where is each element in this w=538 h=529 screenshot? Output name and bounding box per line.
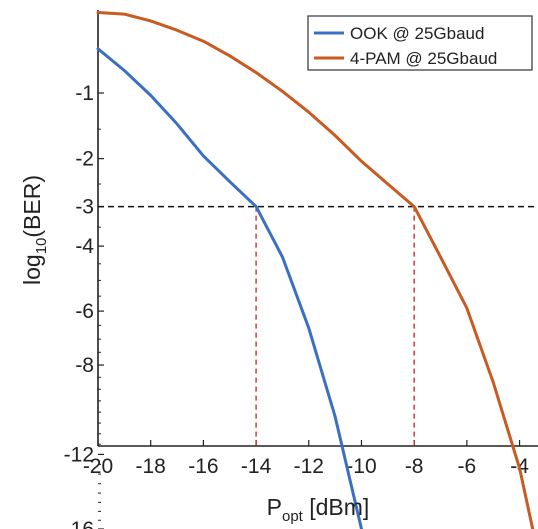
y-tick-label: -2 bbox=[75, 148, 94, 171]
y-tick-label: -16 bbox=[64, 518, 94, 529]
y-tick-label: -12 bbox=[64, 443, 94, 466]
y-axis-title-rest: (BER) bbox=[19, 175, 45, 238]
x-axis-title-main: P bbox=[267, 494, 282, 520]
y-tick-label: -4 bbox=[75, 235, 94, 258]
x-axis-title: Popt [dBm] bbox=[267, 494, 370, 525]
y-axis-title-sub: 10 bbox=[33, 238, 50, 255]
x-tick-label: -20 bbox=[83, 455, 113, 478]
x-tick-label: -14 bbox=[241, 455, 272, 478]
x-tick-label: -12 bbox=[294, 455, 324, 478]
y-tick-label: -3 bbox=[75, 196, 94, 219]
y-tick-label: -6 bbox=[75, 300, 94, 323]
x-tick-label: -8 bbox=[405, 455, 424, 478]
x-axis-title-sub: opt bbox=[282, 508, 304, 525]
legend-box bbox=[307, 15, 533, 71]
x-tick-label: -16 bbox=[188, 455, 218, 478]
x-tick-label: -10 bbox=[346, 455, 376, 478]
y-axis-title: log10(BER) bbox=[19, 175, 50, 285]
x-tick-label: -18 bbox=[136, 455, 166, 478]
legend-label: 4-PAM @ 25Gbaud bbox=[350, 49, 497, 68]
x-axis-title-rest: [dBm] bbox=[303, 494, 369, 520]
legend-label: OOK @ 25Gbaud bbox=[350, 24, 484, 43]
y-tick-label: -1 bbox=[75, 82, 94, 105]
series-line-ook bbox=[96, 47, 363, 529]
x-tick-label: -6 bbox=[458, 455, 477, 478]
y-axis-title-main: log bbox=[19, 254, 45, 285]
series-line-pam4 bbox=[96, 11, 535, 529]
plot-area: -20-18-16-14-12-10-8-6-4-1-2-3-4-6-8-12-… bbox=[64, 10, 538, 529]
y-tick-label: -8 bbox=[75, 354, 94, 377]
legend: OOK @ 25Gbaud 4-PAM @ 25Gbaud bbox=[307, 15, 533, 71]
